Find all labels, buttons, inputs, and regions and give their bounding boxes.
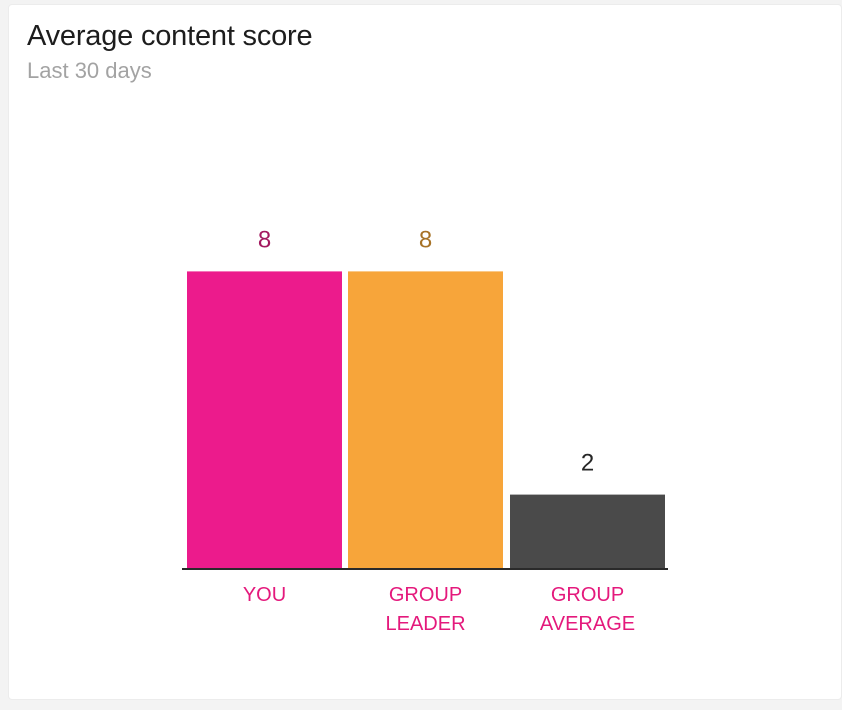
bar-you	[187, 271, 342, 569]
value-label-group-leader: 8	[419, 226, 432, 253]
category-label-you-line-1: YOU	[243, 584, 286, 606]
bar-group-average	[510, 494, 665, 569]
chart-subtitle: Last 30 days	[27, 58, 152, 83]
value-labels-group: 8 8 2	[258, 226, 594, 476]
category-label-group-leader-line-1: GROUP	[389, 584, 462, 606]
bar-group-leader	[348, 271, 503, 569]
category-label-group-average-line-2: AVERAGE	[540, 613, 635, 635]
category-labels-group: YOU GROUP LEADER GROUP AVERAGE	[243, 584, 635, 635]
chart-title: Average content score	[27, 20, 313, 52]
category-label-group-leader-line-2: LEADER	[385, 613, 465, 635]
bars-group	[187, 271, 665, 569]
value-label-group-average: 2	[581, 450, 594, 477]
value-label-you: 8	[258, 226, 271, 253]
category-label-group-average-line-1: GROUP	[551, 584, 624, 606]
